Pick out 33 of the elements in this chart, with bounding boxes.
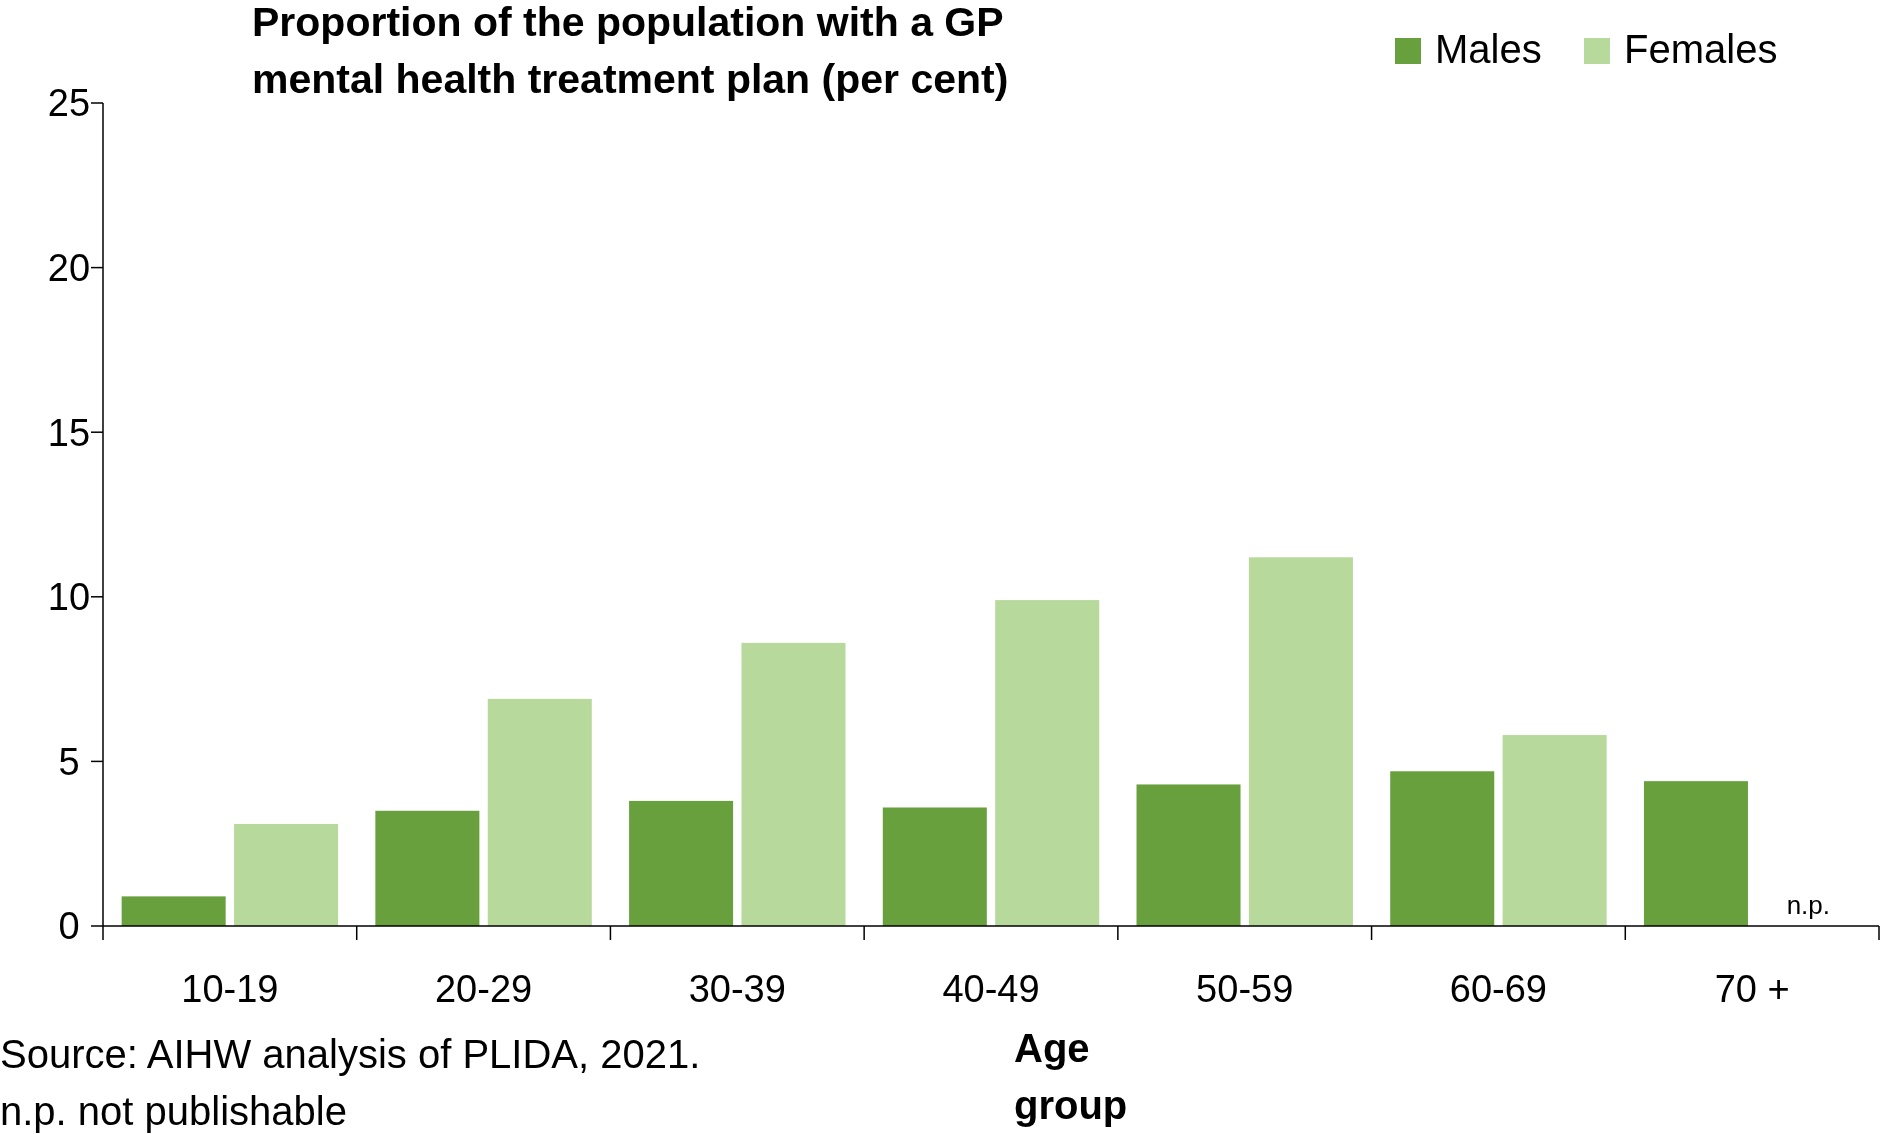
source-note: Source: AIHW analysis of PLIDA, 2021.: [0, 1032, 701, 1076]
x-tick-label: 40-49: [942, 968, 1040, 1010]
text: n.p. not publishable: [0, 1089, 347, 1133]
x-tick-label: 20-29: [434, 968, 533, 1010]
legend-label: Females: [1624, 27, 1778, 71]
y-tick-label: 20: [47, 246, 91, 289]
bar: [1248, 557, 1353, 926]
bar: [1390, 771, 1495, 926]
x-tick-label: 50-59: [1196, 968, 1294, 1010]
legend-label: Males: [1435, 27, 1542, 71]
bar: [234, 823, 339, 926]
bar: [1136, 784, 1241, 926]
y-tick-label: 5: [58, 740, 80, 783]
bar: [995, 600, 1100, 926]
bar: [487, 698, 592, 926]
x-axis-title: Age group: [1014, 1026, 1128, 1127]
bar: [1502, 735, 1607, 926]
bar: [121, 896, 226, 926]
bar: [882, 807, 987, 926]
chart-title: Proportion of the population with a GP mental health treatment plan (per cent): [252, 0, 1009, 102]
x-tick-label: 70 +: [1714, 968, 1790, 1010]
annotation: n.p.: [1786, 890, 1831, 920]
y-tick-label: 25: [47, 82, 91, 125]
bar: [629, 800, 734, 926]
y-tick-label: 10: [47, 576, 91, 619]
bar: [741, 642, 846, 926]
x-tick-label: 30-39: [688, 968, 786, 1010]
x-tick-label: 10-19: [181, 968, 279, 1010]
bar: [1643, 781, 1748, 926]
y-tick-label: 15: [47, 411, 91, 454]
x-tick-label: 60-69: [1449, 968, 1548, 1010]
bar: [375, 810, 480, 926]
y-tick-label: 0: [58, 905, 80, 948]
